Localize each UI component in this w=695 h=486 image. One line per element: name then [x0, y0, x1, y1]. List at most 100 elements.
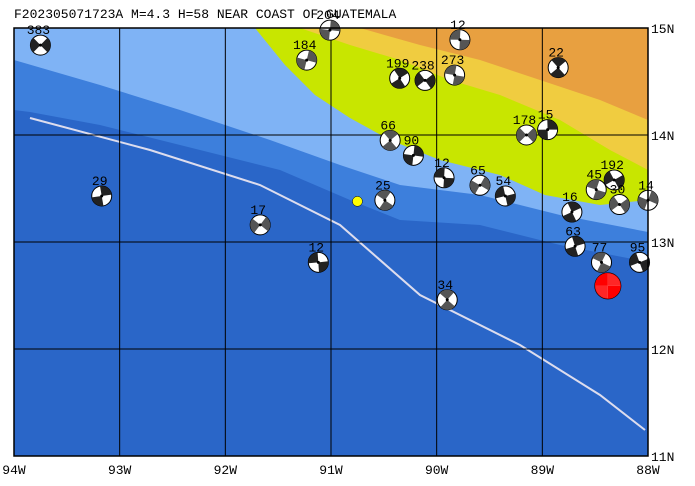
- ball-quadrant: [250, 216, 271, 233]
- ball-center: [556, 66, 560, 70]
- ball-quadrant: [594, 272, 621, 299]
- focal-mechanism: [547, 57, 569, 79]
- x-tick-label: 90W: [425, 463, 449, 478]
- focal-mechanism: [249, 214, 271, 236]
- ball-center: [442, 176, 446, 180]
- ball-quadrant: [382, 130, 398, 151]
- ball-quadrant: [30, 37, 51, 53]
- ball-quadrant: [594, 272, 621, 299]
- focal-mechanism: [402, 144, 424, 166]
- depth-label: 199: [386, 56, 409, 71]
- ball-center: [478, 183, 482, 187]
- ball-quadrant: [550, 57, 566, 78]
- focal-mechanism: [591, 251, 613, 273]
- focal-mechanism: [585, 179, 607, 201]
- ball-center: [445, 298, 449, 302]
- trench: [29, 117, 646, 431]
- focal-mechanism: [515, 124, 537, 146]
- focal-mechanism: [444, 64, 466, 86]
- depth-label: 17: [250, 203, 266, 218]
- ball-center: [398, 76, 402, 80]
- focal-mechanism: [449, 29, 471, 51]
- depth-label: 273: [441, 53, 464, 68]
- focal-mechanism: [436, 289, 458, 311]
- ball-center: [100, 194, 104, 198]
- depth-label: 95: [630, 240, 646, 255]
- x-tick-label: 92W: [214, 463, 238, 478]
- land-high: [360, 28, 648, 120]
- ball-center: [524, 133, 528, 137]
- depth-label: 192: [600, 158, 623, 173]
- focal-mechanism: [629, 251, 651, 273]
- focal-mechanism: [469, 174, 491, 196]
- ball-center: [617, 203, 621, 207]
- x-tick-label: 94W: [2, 463, 26, 478]
- depth-label: 383: [27, 23, 50, 38]
- focal-mechanism: [91, 185, 113, 207]
- depth-label: 22: [548, 46, 564, 61]
- focal-mechanism: [389, 67, 411, 89]
- ball-center: [600, 260, 604, 264]
- depth-label: 238: [411, 58, 434, 73]
- y-tick-label: 11N: [651, 450, 674, 465]
- focal-mechanism: [564, 235, 586, 257]
- depth-label: 29: [92, 174, 108, 189]
- focal-mechanism: [608, 194, 630, 216]
- station: [352, 196, 363, 207]
- depth-label: 16: [562, 190, 578, 205]
- ball-quadrant: [586, 179, 606, 200]
- focal-mechanism: [603, 169, 625, 191]
- ball-quadrant: [495, 186, 516, 206]
- ball-center: [388, 138, 392, 142]
- ball-quadrant: [470, 176, 490, 194]
- frame: [13, 27, 649, 457]
- depth-label: 12: [450, 18, 466, 33]
- focal-mechanism: [307, 251, 329, 273]
- y-tick-label: 14N: [651, 129, 674, 144]
- ball-center: [453, 73, 457, 77]
- depth-label: 77: [592, 240, 608, 255]
- events: [29, 19, 659, 311]
- depth-label: 65: [470, 163, 486, 178]
- depth-label: 25: [375, 178, 391, 193]
- depth-label: 178: [513, 113, 536, 128]
- ball-center: [612, 178, 616, 182]
- focal-mechanism: [433, 167, 455, 189]
- ball-center: [316, 260, 320, 264]
- x-tick-label: 88W: [636, 463, 660, 478]
- ball-center: [305, 58, 309, 62]
- focal-mechanism: [374, 189, 396, 211]
- ball-quadrant: [449, 29, 470, 50]
- depth-label: 12: [309, 240, 325, 255]
- depth-label: 63: [565, 224, 581, 239]
- ball-quadrant: [565, 236, 585, 257]
- ball-center: [423, 78, 427, 82]
- focal-mechanism: [319, 19, 341, 41]
- depth-label: 15: [538, 108, 554, 123]
- main-event: [594, 272, 622, 300]
- ball-center: [38, 43, 42, 47]
- ball-center: [570, 210, 574, 214]
- depth-label: 184: [293, 38, 317, 53]
- ball-quadrant: [562, 202, 581, 223]
- focal-mechanism: [537, 119, 559, 141]
- focal-mechanism: [379, 129, 401, 151]
- ball-quadrant: [319, 20, 340, 41]
- y-tick-label: 13N: [651, 236, 674, 251]
- y-tick-label: 15N: [651, 22, 674, 37]
- ball-center: [258, 223, 262, 227]
- depth-label: 45: [586, 168, 602, 183]
- focal-mechanism: [296, 49, 318, 71]
- depth-label: 12: [434, 156, 450, 171]
- y-tick-label: 12N: [651, 343, 674, 358]
- depth-label: 14: [638, 178, 654, 193]
- ball-center: [383, 198, 387, 202]
- x-tick-label: 91W: [319, 463, 343, 478]
- x-tick-label: 89W: [531, 463, 555, 478]
- ball-center: [546, 128, 550, 132]
- ball-center: [594, 188, 598, 192]
- depth-label: 34: [437, 278, 453, 293]
- focal-mechanism: [494, 185, 516, 207]
- ball-quadrant: [629, 252, 650, 272]
